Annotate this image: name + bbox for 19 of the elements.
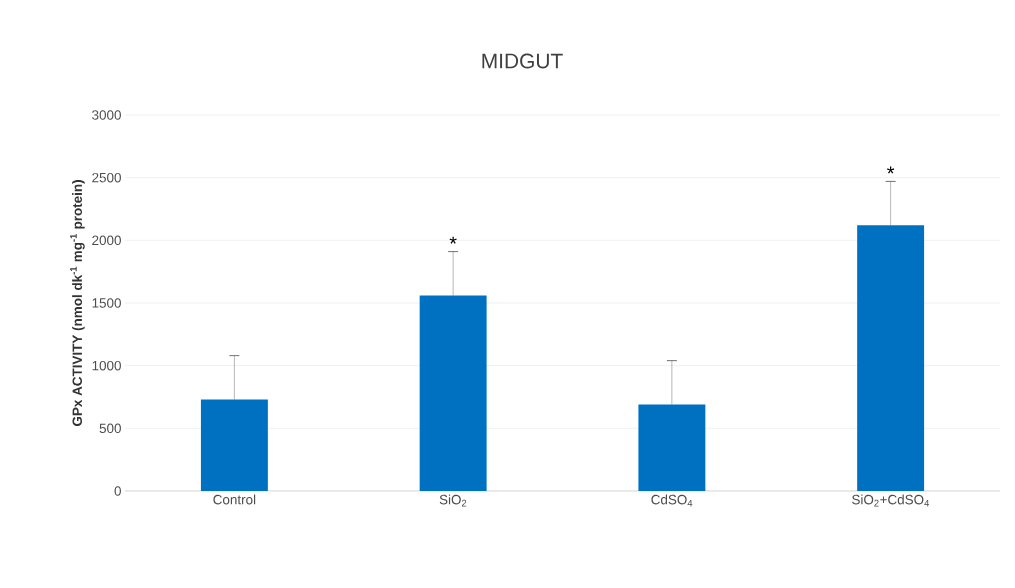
bar: [419, 295, 487, 491]
bar: [857, 225, 925, 491]
annotation: *: [449, 236, 457, 244]
x-tick-label: SiO$_{2}$: [439, 494, 467, 507]
y-axis-title: GPx ACTIVITY (nmol dk$^{-1}$ mg$^{-1}$ protein): [70, 180, 85, 427]
y-tick-label: 500: [99, 423, 121, 434]
bar: [200, 399, 268, 491]
x-tick-label: Control: [213, 494, 256, 505]
y-tick-label: 1500: [92, 298, 121, 308]
x-tick-label: CdSO$_{4}$: [651, 494, 693, 507]
y-tick-label: 1000: [92, 360, 121, 371]
bar: [638, 404, 706, 491]
y-tick-label: 2500: [92, 172, 121, 183]
y-tick-label: 0: [114, 486, 121, 496]
y-tick-label: 3000: [92, 110, 121, 120]
y-tick-label: 2000: [92, 235, 121, 246]
annotation: *: [887, 166, 895, 174]
x-tick-label: SiO$_{2}$+CdSO$_{4}$: [852, 494, 930, 507]
chart-title: MIDGUT: [482, 53, 563, 69]
